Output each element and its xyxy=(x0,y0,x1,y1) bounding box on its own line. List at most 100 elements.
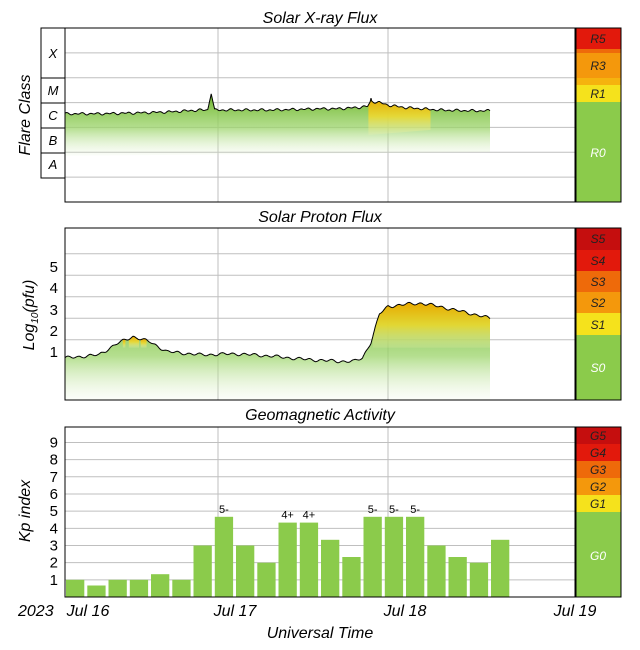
proton-ytick-5: 5 xyxy=(50,259,58,276)
scale-label-s5: S5 xyxy=(591,232,606,246)
scale-label-g3: G3 xyxy=(590,463,606,477)
proton-ytick-3: 3 xyxy=(50,302,58,319)
class-label-a: A xyxy=(48,157,58,172)
scale-label-g4: G4 xyxy=(590,446,606,460)
scale-label-g0: G0 xyxy=(590,549,606,563)
scale-g1-block xyxy=(576,495,621,512)
geomag-plot-area xyxy=(65,427,575,597)
kp-ytick-4: 4 xyxy=(50,520,58,537)
x-tick-jul18: Jul 18 xyxy=(383,603,427,620)
kp-bar xyxy=(214,516,234,597)
x-axis-label: Universal Time xyxy=(267,625,374,642)
proton-series xyxy=(65,301,491,400)
kp-bar xyxy=(278,522,297,597)
x-tick-jul17: Jul 17 xyxy=(213,603,258,620)
proton-s1-fill xyxy=(372,302,490,348)
scale-s2-block xyxy=(576,292,621,313)
scale-g2-block xyxy=(576,478,621,495)
scale-g3-block xyxy=(576,461,621,478)
class-label-c: C xyxy=(48,108,58,123)
kp-ytick-9: 9 xyxy=(50,434,58,451)
kp-bar-label: 4+ xyxy=(303,510,316,522)
scale-s0-block xyxy=(576,335,621,400)
scale-r5-block xyxy=(576,28,621,49)
xray-flux-line xyxy=(65,93,491,116)
kp-bar xyxy=(257,562,276,597)
proton-s1-fill xyxy=(128,336,139,348)
kp-bar xyxy=(172,579,191,597)
proton-ylabel: Log10(pfu) xyxy=(21,280,41,351)
xray-ylabel: Flare Class xyxy=(17,75,34,156)
kp-bars: 5- 4+ 4+ 5- 5- 5- xyxy=(66,504,510,597)
kp-bar xyxy=(129,579,149,597)
scale-label-g1: G1 xyxy=(590,497,606,511)
scale-label-s4: S4 xyxy=(591,254,606,268)
scale-r4-block xyxy=(576,49,621,53)
class-label-x: X xyxy=(48,46,59,61)
xray-title: Solar X-ray Flux xyxy=(263,10,379,27)
scale-s3-block xyxy=(576,271,621,292)
kp-bar xyxy=(363,516,382,597)
kp-bar-label: 5- xyxy=(368,504,378,516)
kp-ytick-2: 2 xyxy=(50,555,58,572)
kp-bar-label: 4+ xyxy=(281,510,294,522)
proton-ytick-2: 2 xyxy=(50,323,58,340)
scale-g4-block xyxy=(576,444,621,461)
kp-bar xyxy=(342,557,361,597)
kp-bar xyxy=(236,545,255,597)
kp-bar xyxy=(299,522,319,597)
scale-label-s0: S0 xyxy=(591,361,606,375)
geomag-title: Geomagnetic Activity xyxy=(245,407,396,424)
scale-label-g5: G5 xyxy=(590,429,606,443)
kp-bar xyxy=(321,539,340,597)
kp-bar-label: 5- xyxy=(389,504,399,516)
kp-bar xyxy=(151,574,170,597)
scale-s4-block xyxy=(576,250,621,271)
proton-ytick-4: 4 xyxy=(50,280,58,297)
kp-ytick-1: 1 xyxy=(50,572,58,589)
kp-bar xyxy=(448,557,467,597)
kp-ytick-3: 3 xyxy=(50,537,58,554)
kp-ytick-5: 5 xyxy=(50,503,58,520)
kp-bar xyxy=(406,516,425,597)
scale-label-r0: R0 xyxy=(590,146,606,160)
geomag-ylabel: Kp index xyxy=(17,479,34,542)
kp-bar xyxy=(469,562,489,597)
kp-bar xyxy=(108,579,127,597)
kp-ytick-6: 6 xyxy=(50,486,58,503)
kp-bar-label: 5- xyxy=(410,504,420,516)
kp-bar-label: 5- xyxy=(219,504,229,516)
kp-bar xyxy=(87,585,106,597)
scale-label-g2: G2 xyxy=(590,480,606,494)
x-tick-jul19: Jul 19 xyxy=(553,603,597,620)
scale-s1-block xyxy=(576,313,621,335)
scale-g0-block xyxy=(576,512,621,597)
xray-mclass-fill xyxy=(368,98,431,135)
proton-s1-fill xyxy=(122,339,126,348)
proton-flux-line xyxy=(65,301,491,364)
proton-ytick-1: 1 xyxy=(50,344,58,361)
xray-panel: Solar X-ray Flux Flare Class X M C B A R… xyxy=(17,10,622,203)
scale-r2-block xyxy=(576,78,621,85)
scale-label-s1: S1 xyxy=(591,318,606,332)
x-axis-year: 2023 xyxy=(17,603,54,620)
scale-g5-block xyxy=(576,427,621,444)
xray-series xyxy=(65,93,491,156)
scale-r0-block xyxy=(576,102,621,202)
scale-r1-block xyxy=(576,85,621,102)
kp-bar xyxy=(384,516,404,597)
scale-label-r5: R5 xyxy=(590,32,606,46)
scale-label-s3: S3 xyxy=(591,275,606,289)
kp-ytick-8: 8 xyxy=(50,452,58,469)
class-label-m: M xyxy=(48,83,59,98)
kp-bar xyxy=(66,579,85,597)
geomag-panel: Geomagnetic Activity Kp index 123456789 … xyxy=(17,407,622,598)
scale-r3-block xyxy=(576,53,621,78)
geomag-gridlines xyxy=(65,427,575,597)
kp-bar xyxy=(427,545,446,597)
proton-scale-bar: S5 S4 S3 S2 S1 S0 xyxy=(575,227,622,401)
xray-scale-bar: R5 R3 R1 R0 xyxy=(575,27,622,203)
scale-label-s2: S2 xyxy=(591,296,606,310)
scale-label-r1: R1 xyxy=(590,87,605,101)
